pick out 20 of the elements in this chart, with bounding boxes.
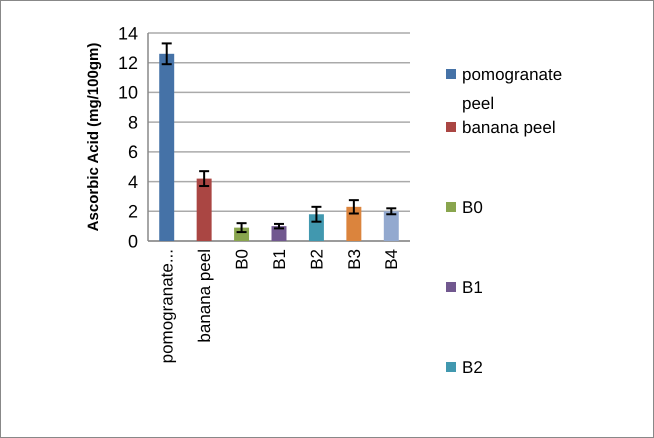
legend-label: B1 — [462, 278, 483, 297]
x-tick-label: B0 — [232, 249, 252, 270]
x-tick-label: B4 — [382, 249, 402, 270]
y-tick-label: 4 — [128, 172, 138, 192]
x-tick-label: B3 — [344, 249, 364, 270]
x-tick-label: banana peel — [195, 249, 214, 343]
legend-label: B2 — [462, 358, 483, 377]
y-tick-label: 6 — [128, 142, 138, 162]
y-tick-label: 14 — [118, 23, 138, 44]
x-tick-label: pomogranate... — [158, 249, 177, 364]
y-tick-label: 10 — [118, 82, 138, 103]
y-axis-title: Ascorbic Acid (mg/100gm) — [85, 42, 102, 232]
y-tick-label: 12 — [118, 53, 138, 74]
x-tick-label: B2 — [307, 249, 326, 270]
y-tick-label: 2 — [128, 202, 138, 222]
y-tick-label: 8 — [128, 112, 138, 132]
legend-label: B0 — [462, 198, 483, 217]
x-tick-label: B1 — [270, 249, 289, 270]
legend-label: banana peel — [462, 118, 556, 137]
y-tick-label: 0 — [128, 231, 138, 252]
